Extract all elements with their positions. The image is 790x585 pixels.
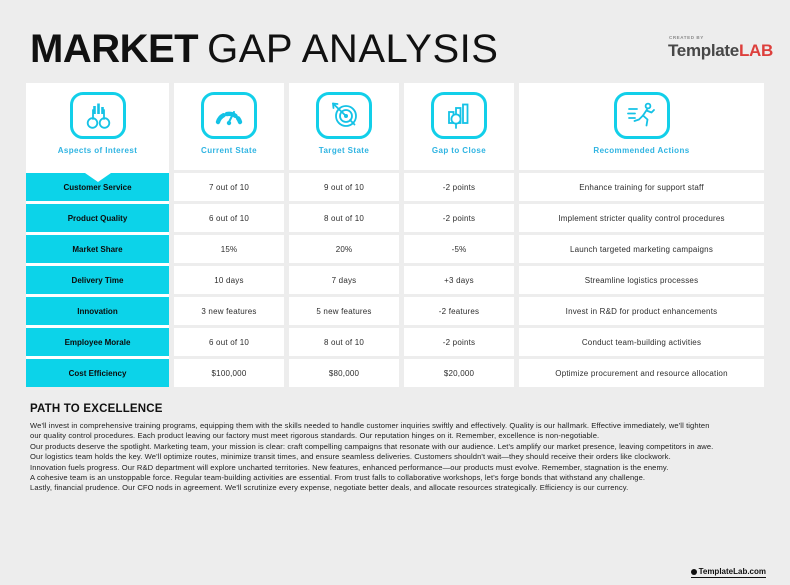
aspect-cell: Market Share bbox=[26, 232, 169, 263]
notes-line: Our products deserve the spotlight. Mark… bbox=[30, 441, 714, 451]
gap-cell: -2 features bbox=[404, 294, 514, 325]
target-cell: 7 days bbox=[289, 263, 399, 294]
target-cell: 8 out of 10 bbox=[289, 325, 399, 356]
column-label: Gap to Close bbox=[431, 146, 487, 155]
gap-cell: $20,000 bbox=[404, 356, 514, 387]
title-rest: GAP ANALYSIS bbox=[207, 27, 499, 71]
column-header-current: Current State bbox=[174, 83, 284, 170]
notes-line: Lastly, financial prudence. Our CFO nods… bbox=[30, 483, 629, 493]
current-cell: 7 out of 10 bbox=[174, 170, 284, 201]
notes-line: our quality control procedures. Each pro… bbox=[30, 431, 600, 441]
column-header-actions: Recommended Actions bbox=[519, 83, 764, 170]
action-cell: Enhance training for support staff bbox=[519, 170, 764, 201]
gap-cell: -2 points bbox=[404, 201, 514, 232]
notes-heading: PATH TO EXCELLENCE bbox=[30, 403, 163, 415]
templatelab-site-link[interactable]: TemplateLab.com bbox=[690, 567, 766, 578]
column-label: Target State bbox=[318, 146, 370, 155]
created-by-label: CREATED BY bbox=[668, 35, 704, 40]
aspect-cell: Employee Morale bbox=[26, 325, 169, 356]
column-header-gap: Gap to Close bbox=[404, 83, 514, 170]
aspect-cell: Innovation bbox=[26, 294, 169, 325]
path-to-excellence-section: PATH TO EXCELLENCE We'll invest in compr… bbox=[30, 403, 760, 494]
running-person-icon bbox=[613, 92, 670, 139]
binoculars-chart-icon bbox=[69, 92, 126, 139]
column-header-target: Target State bbox=[289, 83, 399, 170]
target-cell: $80,000 bbox=[289, 356, 399, 387]
gap-cell: +3 days bbox=[404, 263, 514, 294]
brand-suffix: LAB bbox=[738, 40, 773, 60]
gap-analysis-table: Aspects of Interest Current State Target… bbox=[26, 83, 764, 387]
notes-line: We'll invest in comprehensive training p… bbox=[30, 421, 710, 430]
column-label: Recommended Actions bbox=[593, 146, 690, 155]
target-arrow-icon bbox=[316, 92, 372, 139]
current-cell: 10 days bbox=[174, 263, 284, 294]
current-cell: 3 new features bbox=[174, 294, 284, 325]
brand-name: TemplateLAB bbox=[668, 42, 773, 59]
target-cell: 8 out of 10 bbox=[289, 201, 399, 232]
aspect-cell: Delivery Time bbox=[26, 263, 169, 294]
notes-line: A cohesive team is an unstoppable force.… bbox=[30, 473, 646, 483]
templatelab-dot-icon bbox=[690, 568, 697, 575]
gap-cell: -5% bbox=[404, 232, 514, 263]
current-cell: 6 out of 10 bbox=[174, 325, 284, 356]
site-url: TemplateLab.com bbox=[698, 567, 766, 576]
action-cell: Optimize procurement and resource alloca… bbox=[519, 356, 764, 387]
target-cell: 9 out of 10 bbox=[289, 170, 399, 201]
gap-cell: -2 points bbox=[404, 170, 514, 201]
current-cell: 15% bbox=[174, 232, 284, 263]
aspect-cell: Customer Service bbox=[26, 170, 169, 201]
gap-cell: -2 points bbox=[404, 325, 514, 356]
bar-chart-magnifier-icon bbox=[431, 92, 487, 139]
notes-line: Innovation fuels progress. Our R&D depar… bbox=[30, 462, 669, 472]
current-cell: $100,000 bbox=[174, 356, 284, 387]
title-bold: MARKET bbox=[30, 27, 199, 71]
templatelab-logo: CREATED BY TemplateLAB bbox=[668, 35, 773, 59]
column-label: Current State bbox=[201, 146, 257, 155]
action-cell: Implement stricter quality control proce… bbox=[519, 201, 764, 232]
aspect-cell: Cost Efficiency bbox=[26, 356, 169, 387]
aspect-cell: Product Quality bbox=[26, 201, 169, 232]
column-label: Aspects of Interest bbox=[57, 146, 138, 155]
notes-line: Our logistics team holds the key. We'll … bbox=[30, 452, 671, 462]
column-header-aspects: Aspects of Interest bbox=[26, 83, 169, 170]
action-cell: Launch targeted marketing campaigns bbox=[519, 232, 764, 263]
action-cell: Conduct team-building activities bbox=[519, 325, 764, 356]
gauge-icon bbox=[201, 92, 257, 139]
action-cell: Invest in R&D for product enhancements bbox=[519, 294, 764, 325]
current-cell: 6 out of 10 bbox=[174, 201, 284, 232]
brand-main: Template bbox=[667, 40, 739, 60]
target-cell: 5 new features bbox=[289, 294, 399, 325]
target-cell: 20% bbox=[289, 232, 399, 263]
page-title: MARKET GAP ANALYSIS bbox=[30, 27, 790, 72]
action-cell: Streamline logistics processes bbox=[519, 263, 764, 294]
